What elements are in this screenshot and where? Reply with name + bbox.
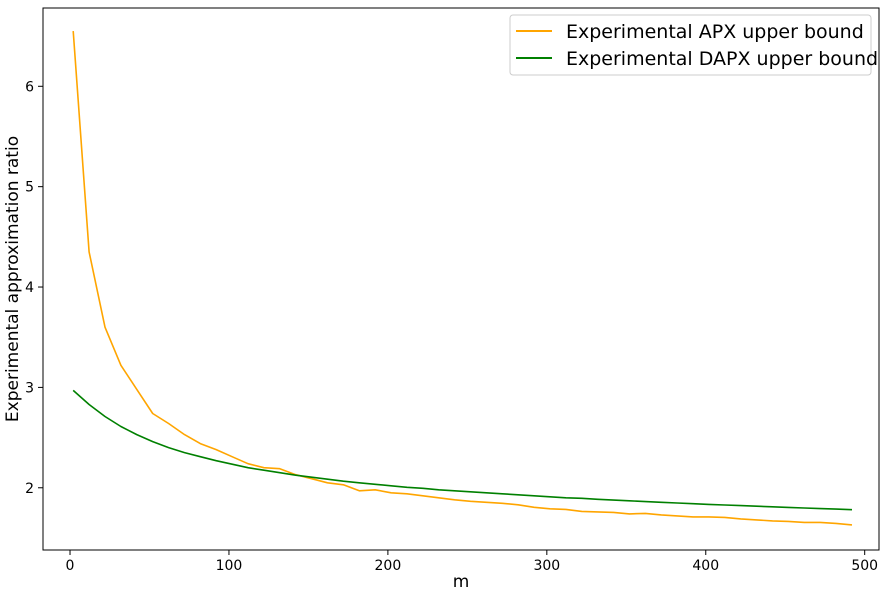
y-axis-ticks: 2 3 4 5 6 <box>25 79 43 497</box>
legend: Experimental APX upper bound Experimenta… <box>509 14 878 76</box>
y-tick-label: 2 <box>25 481 34 497</box>
series-line-dapx <box>72 389 853 511</box>
legend-box <box>509 14 872 76</box>
x-tick-label: 0 <box>66 558 75 574</box>
x-tick-label: 500 <box>851 558 878 574</box>
x-tick-label: 100 <box>216 558 243 574</box>
series-line-apx <box>72 31 853 526</box>
series-layer <box>72 31 853 526</box>
legend-label-apx: Experimental APX upper bound <box>566 21 864 43</box>
legend-label-dapx: Experimental DAPX upper bound <box>566 48 878 70</box>
x-tick-label: 200 <box>375 558 402 574</box>
y-tick-label: 4 <box>25 280 34 296</box>
y-tick-label: 5 <box>25 180 34 196</box>
y-tick-label: 3 <box>25 380 34 396</box>
plot-area <box>43 8 879 550</box>
x-tick-label: 300 <box>533 558 560 574</box>
y-tick-label: 6 <box>25 79 34 95</box>
x-tick-label: 400 <box>692 558 719 574</box>
y-axis-label: Experimental approximation ratio <box>3 136 23 422</box>
x-axis-label: m <box>453 572 470 592</box>
plot-frame <box>42 7 880 551</box>
x-axis-ticks: 0 100 200 300 400 500 <box>66 550 878 574</box>
